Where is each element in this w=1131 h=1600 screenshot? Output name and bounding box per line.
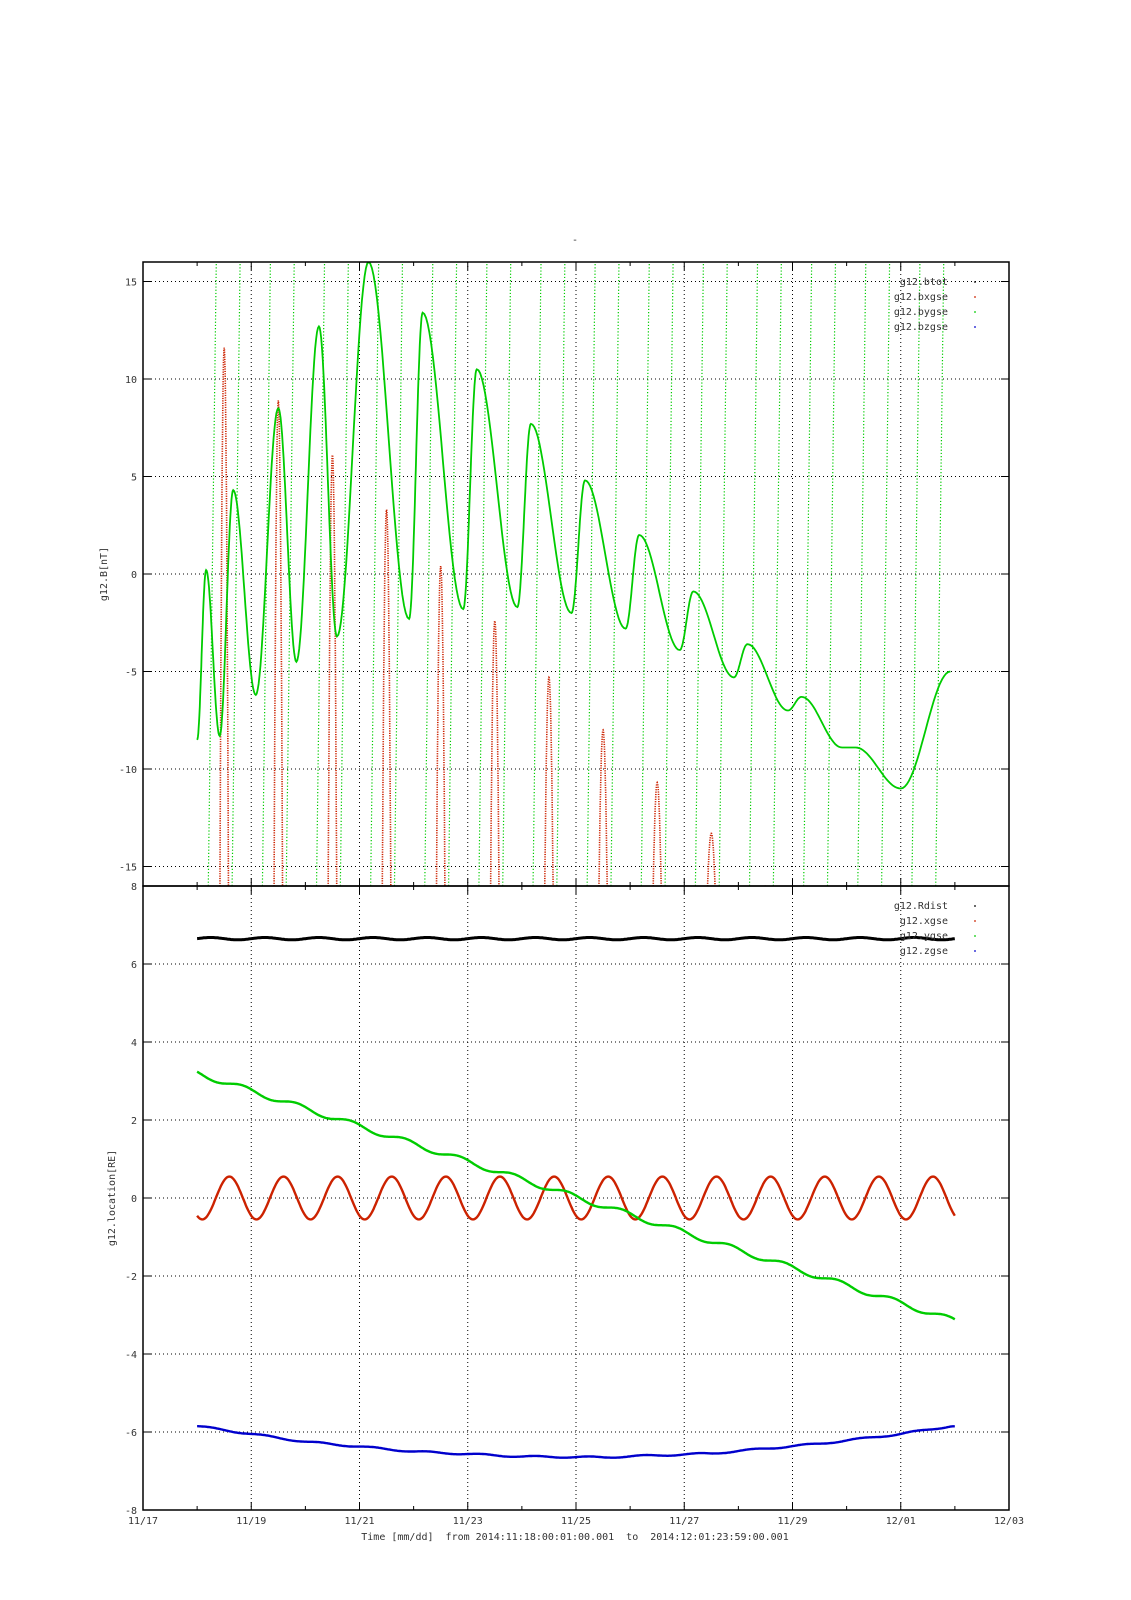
legend-marker [974, 311, 976, 313]
y-tick-label: 15 [125, 278, 137, 289]
bottom-panel-grid [143, 886, 1009, 1510]
legend-label: g12.bzgse [894, 322, 948, 333]
series-bxgse-peak [598, 728, 608, 886]
series-bygse-excursion [478, 262, 488, 886]
bottom-panel-ylabel: g12.location[RE] [107, 1150, 118, 1246]
y-tick-label: -5 [125, 668, 137, 679]
series-zgse [197, 1425, 955, 1459]
legend-label: g12.xgse [900, 916, 948, 927]
legend-marker [974, 920, 976, 922]
legend-label: g12.bxgse [894, 292, 948, 303]
legend-marker [974, 281, 976, 283]
y-tick-label: -2 [125, 1272, 137, 1283]
top-panel-series [196, 262, 951, 886]
y-tick-label: 8 [131, 882, 137, 893]
series-bygse-excursion [640, 262, 650, 886]
legend-label: g12.bygse [894, 307, 948, 318]
series-bygse-excursion [880, 262, 891, 886]
legend-marker [974, 950, 976, 952]
y-tick-label: 2 [131, 1116, 137, 1127]
y-tick-label: 5 [131, 473, 137, 484]
x-tick-label: 11/23 [453, 1516, 483, 1527]
y-tick-label: -6 [125, 1428, 137, 1439]
x-tick-label: 11/25 [561, 1516, 591, 1527]
y-tick-label: 0 [131, 1194, 137, 1205]
legend-label: g12.ygse [900, 931, 948, 942]
series-bxgse-peak [652, 780, 662, 886]
x-tick-label: 11/19 [236, 1516, 266, 1527]
legend-marker [974, 905, 976, 907]
y-tick-label: 10 [125, 375, 137, 386]
y-tick-label: -10 [119, 765, 137, 776]
series-bxgse-peak [489, 617, 500, 886]
series-bxgse-peak [435, 566, 446, 886]
legend-label: g12.Rdist [894, 901, 948, 912]
series-bygse-excursion [610, 262, 620, 886]
x-tick-label: 12/01 [886, 1516, 916, 1527]
series-bxgse-peak [327, 454, 338, 886]
bottom-panel-legend: g12.Rdist g12.xgse g12.ygse g12.zgse [894, 901, 976, 957]
legend-marker [974, 935, 976, 937]
y-tick-label: -15 [119, 863, 137, 874]
legend-marker [974, 296, 976, 298]
x-tick-label: 12/03 [994, 1516, 1024, 1527]
y-tick-label: 0 [131, 570, 137, 581]
bottom-panel-frame [142, 885, 1010, 1511]
top-panel-ylabel: g12.B[nT] [99, 547, 110, 601]
series-ygse [196, 1070, 956, 1321]
bottom-panel-ticks: -8 -6 -4 -2 0 2 4 6 8 [125, 882, 1010, 1517]
x-tick-label: 11/21 [344, 1516, 374, 1527]
x-tick-labels: 11/17 11/19 11/21 11/23 11/25 11/27 11/29 12/01… [128, 1516, 1024, 1527]
y-tick-label: 4 [131, 1038, 137, 1049]
series-bygse-excursion [748, 262, 759, 886]
series-bxgse-peak [381, 509, 392, 886]
series-bxgse-peak [219, 347, 230, 886]
y-tick-label: -8 [125, 1506, 137, 1517]
y-tick-label: -4 [125, 1350, 137, 1361]
series-bygse [196, 262, 951, 790]
series-xgse [196, 1175, 956, 1221]
x-axis-label: Time [mm/dd] from 2014:11:18:00:01:00.00… [361, 1532, 788, 1543]
series-bxgse-peak [273, 400, 284, 886]
top-panel-legend: g12.btot g12.bxgse g12.bygse g12.bzgse [894, 277, 976, 333]
y-tick-label: 6 [131, 960, 137, 971]
series-bygse-excursion [772, 262, 782, 886]
chart-title: - [572, 235, 578, 246]
x-tick-label: 11/27 [669, 1516, 699, 1527]
series-bxgse-peak [543, 675, 554, 886]
legend-marker [974, 326, 976, 328]
legend-label: g12.zgse [900, 946, 948, 957]
x-tick-label: 11/17 [128, 1516, 158, 1527]
series-rdist [196, 936, 955, 942]
series-bxgse-peak [764, 885, 767, 886]
series-bygse-excursion [231, 262, 241, 886]
legend-label: g12.btot [900, 277, 948, 288]
x-tick-label: 11/29 [777, 1516, 807, 1527]
series-bygse-excursion [857, 262, 867, 886]
series-bxgse-peak [706, 832, 716, 886]
bottom-panel-series [196, 936, 956, 1459]
top-panel-grid [143, 262, 1009, 886]
